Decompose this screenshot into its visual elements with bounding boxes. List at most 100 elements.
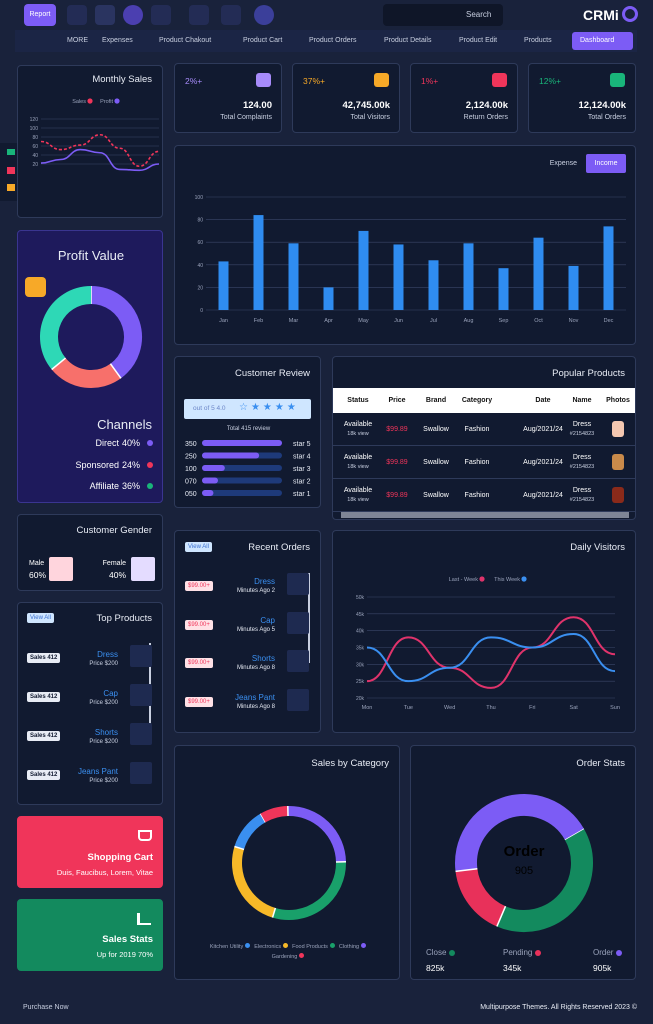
row-divider	[333, 478, 635, 479]
chart: 20 40 60 80 100 120 Sales Profit	[30, 98, 160, 172]
y-tick-label: 100	[195, 195, 204, 201]
icon[interactable]	[221, 5, 241, 25]
bar	[288, 243, 299, 310]
side-icon[interactable]	[7, 167, 15, 174]
review-count: 350	[185, 441, 197, 448]
rating-box	[184, 399, 311, 419]
icon[interactable]	[123, 5, 143, 25]
cell-price: $99.89	[386, 492, 408, 499]
legend-label: This Week	[494, 577, 520, 583]
card-title: Recent Orders	[248, 542, 310, 553]
side-icon[interactable]	[7, 149, 15, 155]
toggle-button-active[interactable]: Income	[586, 154, 626, 173]
x-tick-label: Thu	[486, 705, 495, 711]
cell-date: Aug/2021/24	[523, 459, 563, 466]
nav-item[interactable]: Product Edit	[459, 37, 498, 44]
card-title: Top Products	[96, 613, 152, 624]
footer-link[interactable]: Purchase Now	[23, 1004, 69, 1011]
stat-change: 12%+	[539, 76, 561, 86]
donut-segment	[260, 806, 289, 823]
review-bar	[202, 465, 225, 471]
x-tick-label: Mon	[362, 705, 373, 711]
view-all-button[interactable]: View All	[185, 542, 212, 552]
icon[interactable]	[254, 5, 274, 25]
review-total: Total 415 review	[226, 426, 271, 432]
nav-active[interactable]: Dashboard	[572, 32, 633, 50]
cell-category: Fashion	[464, 492, 490, 499]
rating-stars: ☆★★★★	[239, 402, 299, 413]
nav-item[interactable]: MORE	[67, 37, 88, 44]
x-tick-label: Sat	[570, 705, 579, 711]
x-tick-label: Sun	[610, 705, 620, 711]
legend-item: Kitchen Utility	[209, 943, 251, 950]
side-icon[interactable]	[7, 184, 15, 191]
bar	[428, 260, 439, 310]
legend-dot	[361, 943, 367, 948]
legend-item: Sponsored 24%	[75, 460, 153, 470]
cell-views: 18k view	[347, 497, 369, 503]
product-name: Shorts	[94, 728, 118, 737]
review-count: 100	[185, 466, 197, 473]
card-title: Monthly Sales	[92, 74, 152, 85]
icon[interactable]	[189, 5, 209, 25]
segment-gap	[455, 867, 478, 873]
logo: CRMi	[583, 7, 619, 23]
chart	[232, 805, 347, 920]
y-tick-label: 40	[32, 153, 38, 159]
legend-item: Food Products	[292, 943, 335, 950]
y-tick-label: 20k	[356, 696, 365, 702]
table-header: Price	[388, 397, 406, 404]
nav-item[interactable]: Product Orders	[309, 37, 357, 44]
report-button[interactable]: Report	[24, 4, 56, 26]
stat-value: 124.00	[242, 100, 272, 111]
legend-item: Affiliate 36%	[90, 481, 153, 491]
icon[interactable]	[95, 5, 115, 25]
gender-icon	[49, 557, 73, 581]
chart	[40, 286, 142, 388]
bar	[323, 287, 334, 310]
segment-gap	[109, 363, 122, 379]
line-series	[366, 633, 616, 683]
nav-item[interactable]: Product Details	[384, 37, 432, 44]
y-tick-label: 20	[32, 162, 38, 168]
legend-label: Kitchen Utility	[209, 944, 244, 950]
review-bar	[202, 490, 214, 496]
stat-change: 37%+	[303, 76, 325, 86]
legend-dot	[329, 943, 335, 948]
nav-item[interactable]: Product Chakout	[159, 37, 212, 44]
nav-item[interactable]: Expenses	[102, 37, 133, 44]
line-series	[40, 148, 160, 172]
legend-value: 905k	[593, 963, 612, 973]
toggle-button[interactable]: Expense	[549, 160, 577, 167]
y-tick-label: 120	[30, 117, 39, 123]
popular-products-card: Popular Products Status Price Brand Categor…	[332, 356, 636, 520]
review-bar	[202, 477, 218, 484]
card-text: Up for 2019 70%	[96, 950, 153, 959]
icon[interactable]	[151, 5, 171, 25]
review-bar	[202, 452, 260, 459]
cell-views: 18k view	[347, 464, 369, 470]
nav-item[interactable]: Product Cart	[243, 37, 283, 44]
sales-by-category-card: Sales by Category Kitchen Utility Electro…	[174, 745, 400, 980]
view-all-button[interactable]: View All	[27, 613, 54, 623]
legend-dot	[616, 949, 623, 956]
gender-label: Male	[29, 560, 45, 567]
income-card: Expense Income 0 20 40 60 80 100 Jan Feb Mar Apr May…	[174, 145, 636, 345]
y-tick-label: 20	[197, 285, 203, 291]
card-title: Order Stats	[576, 758, 625, 769]
segment-gap	[234, 845, 245, 851]
x-tick-label: Dec	[604, 318, 614, 324]
search-box[interactable]	[383, 4, 503, 26]
order-photo	[287, 689, 309, 712]
y-tick-label: 35k	[356, 646, 365, 652]
nav-item[interactable]: Products	[524, 37, 552, 44]
product-name: Cap	[103, 689, 118, 698]
legend-item: Order	[593, 948, 623, 957]
icon[interactable]	[67, 5, 87, 25]
sales-badge: Sales 412	[27, 731, 61, 741]
legend-title: Channels	[97, 417, 152, 432]
table-header: Photos	[606, 397, 630, 404]
legend-dot	[521, 576, 527, 582]
card-title: Shopping Cart	[87, 852, 153, 863]
segment-gap	[51, 357, 67, 371]
